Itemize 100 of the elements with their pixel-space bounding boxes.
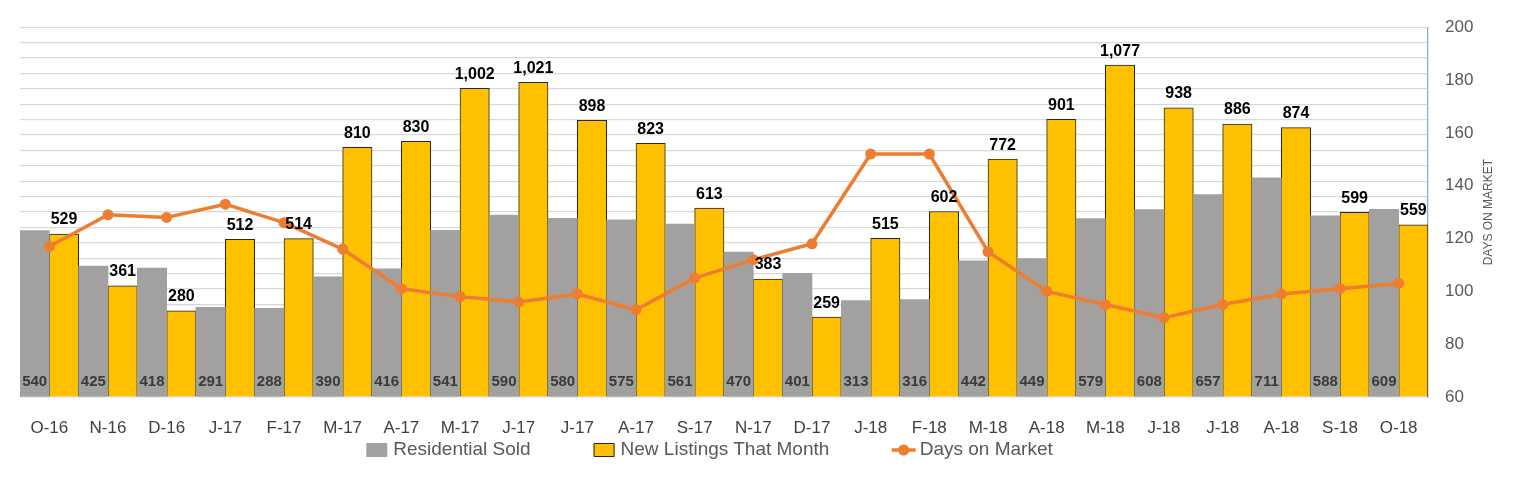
point [43,240,55,252]
x-tick-label: N-17 [734,417,772,437]
bar [430,229,461,397]
bar [371,268,402,397]
data-label: 1,021 [513,58,554,76]
data-label: 608 [1136,371,1162,389]
y2-tick-label: 120 [1445,228,1474,248]
bar [20,230,50,397]
x-tick-label: J-18 [854,417,888,437]
data-label: 874 [1282,104,1310,122]
x-tick-label: F-17 [266,417,302,437]
x-tick-label: A-18 [1028,417,1065,437]
data-label: 515 [871,214,899,232]
x-tick-label: J-17 [208,417,242,437]
data-label: 291 [198,371,224,389]
bar [547,217,578,397]
point [923,148,935,160]
data-label: 361 [109,262,137,280]
point [1393,277,1405,289]
x-tick-label: J-17 [560,417,594,437]
data-label: 657 [1195,371,1221,389]
x-tick-label: J-18 [1206,417,1240,437]
data-label: 561 [667,371,693,389]
point [102,209,114,221]
data-label: 541 [432,371,458,389]
data-label: 599 [1341,188,1369,206]
data-label: 609 [1371,371,1397,389]
data-label: 711 [1254,371,1279,389]
bar [606,219,637,397]
y2-tick-label: 60 [1445,386,1464,406]
data-label: 280 [167,287,195,305]
y2-tick-label: 80 [1445,333,1464,353]
x-tick-label: M-18 [1085,417,1125,437]
point [689,272,701,284]
data-label: 772 [989,135,1017,153]
point [1158,312,1170,324]
point [806,238,818,250]
legend-label: Days on Market [919,438,1054,460]
y2-tick-label: 140 [1445,175,1474,195]
bar [1310,215,1341,397]
data-label: 938 [1165,84,1193,102]
x-tick-label: A-17 [618,417,654,437]
data-label: 823 [637,119,665,137]
point [1275,288,1287,300]
point [1217,299,1229,311]
x-tick-label: A-17 [383,417,420,437]
x-tick-label: F-18 [911,417,947,437]
legend-label: Residential Sold [393,438,531,460]
bar [1075,218,1106,397]
data-label: 901 [1047,95,1075,113]
data-label: 418 [139,371,165,389]
y2-tick-label: 160 [1445,122,1474,142]
y2-tick-label: 180 [1445,69,1474,89]
x-tick-label: D-16 [148,417,186,437]
x-tick-label: J-18 [1147,417,1181,437]
bar [841,300,871,397]
bar [254,307,285,397]
data-label: 575 [608,371,634,389]
legend-label: New Listings That Month [620,438,830,460]
data-label: 313 [843,371,869,389]
data-label: 316 [902,371,928,389]
bar [489,214,519,397]
bar [1134,209,1165,397]
bar [1017,258,1047,397]
data-label: 449 [1019,371,1045,389]
data-label: 830 [402,117,430,135]
point [1041,285,1053,297]
y2-tick-label: 200 [1445,16,1474,36]
point [865,148,877,160]
data-label: 259 [813,293,841,311]
bar [723,251,754,397]
point [1334,283,1346,295]
data-label: 442 [960,371,986,389]
data-label: 470 [726,371,752,389]
data-label: 1,002 [454,64,495,82]
data-label: 540 [22,371,48,389]
data-label: 1,077 [1099,41,1141,59]
x-tick-label: A-18 [1263,417,1300,437]
data-label: 590 [491,371,517,389]
data-label: 401 [784,371,810,389]
data-label: 886 [1223,100,1251,118]
data-label: 559 [1399,201,1427,219]
x-tick-label: S-18 [1322,417,1358,437]
bar [665,223,695,397]
x-tick-label: M-17 [440,417,480,437]
y2-tick-label: 100 [1445,281,1474,301]
data-label: 613 [695,184,723,202]
bar [1369,209,1399,397]
bar [313,276,343,397]
x-tick-label: J-17 [502,417,536,437]
bar [782,273,813,397]
data-label: 512 [226,215,254,233]
point [513,296,525,308]
point [630,304,642,316]
point [161,211,173,223]
bar [1193,194,1223,397]
point [1099,299,1111,311]
data-label: 579 [1078,371,1104,389]
x-tick-label: O-18 [1379,417,1418,437]
bar [1251,177,1282,397]
